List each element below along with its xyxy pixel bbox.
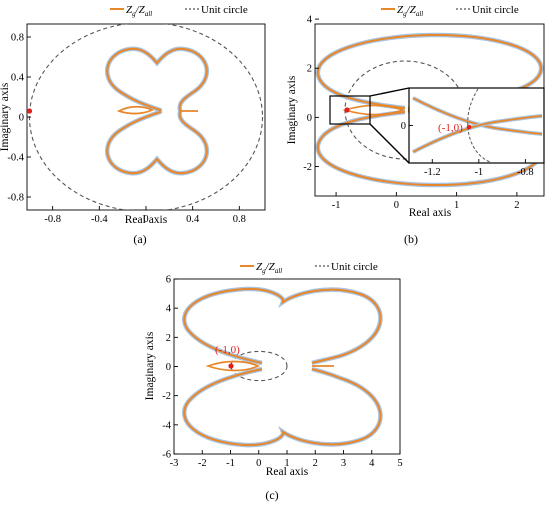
panel-c-ytick-label: -4 [162, 420, 171, 431]
legend-curve-label-c: Zg/Zall [256, 261, 282, 275]
panel-b-xtick-label: 1 [454, 200, 459, 211]
nyquist-curve-c [182, 286, 383, 448]
inset-ticks-b: -1.2 -1 -0.8 0 [401, 121, 534, 178]
panel-a-xtick-label: -0.8 [44, 214, 61, 225]
ylabel-a: Imaginary axis [0, 82, 11, 151]
caption-a: (a) [133, 232, 146, 246]
legend-b: Zg/Zall Unit circle [381, 4, 519, 18]
panel-b-xtick-label: -1 [332, 200, 341, 211]
panel-c-xtick-label: 1 [284, 458, 289, 469]
panel-a-ytick-label: -0.4 [7, 153, 24, 164]
panel-a-ytick-label: -0.8 [7, 193, 24, 204]
ylabel-c: Imaginary axis [144, 331, 156, 400]
panel-a-ytick-label: 0 [19, 113, 24, 124]
panel-a: -0.8 -0.4 0 0.4 0.8 0.8 0.4 0 -0.4 -0.8 Real axis… [0, 23, 266, 246]
panel-c-ytick-label: 2 [166, 333, 171, 344]
critical-point-b [344, 107, 350, 113]
legend-a: Zg/Zall Unit circle [110, 4, 248, 18]
panel-c-ytick-label: -2 [162, 391, 171, 402]
caption-c: (c) [265, 488, 278, 502]
unit-circle-c [230, 350, 288, 382]
panel-c-xtick-label: 4 [369, 458, 375, 469]
legend-unit-circle-a: Unit circle [201, 4, 248, 16]
panel-c-ytick-label: 4 [166, 304, 172, 315]
panel-c-xtick-label: -2 [198, 458, 207, 469]
inset-b-xtick-label: -1.2 [424, 167, 441, 178]
panel-c-ytick-label: 6 [166, 275, 171, 286]
inset-b-xtick-label: -1 [474, 167, 483, 178]
panel-c-xtick-label: 2 [313, 458, 318, 469]
panel-a-xtick-label: -0.4 [91, 214, 108, 225]
panel-c-xtick-label: -1 [226, 458, 235, 469]
xlabel-c: Real axis [266, 466, 309, 478]
panel-a-xtick-label: 0.4 [186, 214, 200, 225]
ticks-b: -1 0 1 2 4 2 0 -2 [303, 15, 519, 211]
legend-unit-circle-b: Unit circle [472, 4, 519, 16]
inset-b-ytick-label: 0 [401, 121, 406, 132]
panel-c-ytick-label: 0 [166, 362, 171, 373]
legend-curve-label-a: Zg/Zall [126, 4, 152, 18]
panel-b-ytick-label: 2 [307, 64, 312, 75]
xlabel-b: Real axis [409, 207, 452, 219]
legend-c: Zg/Zall Unit circle [240, 261, 378, 275]
critical-point-c [228, 363, 234, 369]
ticks-a: -0.8 -0.4 0 0.4 0.8 0.8 0.4 0 -0.4 -0.8 [7, 33, 246, 226]
caption-b: (b) [404, 232, 418, 246]
legend-unit-circle-c: Unit circle [331, 261, 378, 273]
panel-c-xtick-label: 0 [256, 458, 261, 469]
panel-c-ytick-label: -6 [162, 450, 171, 461]
inset-b: (-1,0) -1.2 -1 -0.8 0 [401, 87, 545, 178]
panel-c-xtick-label: 5 [397, 458, 402, 469]
panel-a-ytick-label: 0.4 [11, 73, 25, 84]
panel-b-ytick-label: -2 [303, 162, 312, 173]
critical-point-a [26, 108, 33, 114]
panel-a-xtick-label: 0.8 [233, 214, 246, 225]
panel-b-ytick-label: 0 [307, 113, 312, 124]
panel-a-ytick-label: 0.8 [11, 33, 24, 44]
panel-b-ytick-label: 4 [307, 15, 313, 26]
panel-b-xtick-label: 2 [514, 200, 519, 211]
legend-curve-label-b: Zg/Zall [397, 4, 423, 18]
ylabel-b: Imaginary axis [286, 75, 298, 144]
inset-annotation-b: (-1,0) [438, 122, 463, 134]
zoom-region-b [329, 95, 371, 125]
panel-a-xtick-label: 0 [143, 214, 148, 225]
xlabel-a: Real axis [125, 214, 168, 226]
panel-b-xtick-label: 0 [394, 200, 399, 211]
ticks-c: -3 -2 -1 0 1 2 3 4 5 6 4 2 0 -2 -4 -6 [162, 275, 402, 470]
inset-b-xtick-label: -0.8 [517, 167, 534, 178]
nyquist-curve-a [105, 46, 209, 176]
panel-c-xtick-label: -3 [170, 458, 179, 469]
annotation-c: (-1,0) [215, 344, 240, 356]
panel-c-xtick-label: 3 [341, 458, 346, 469]
